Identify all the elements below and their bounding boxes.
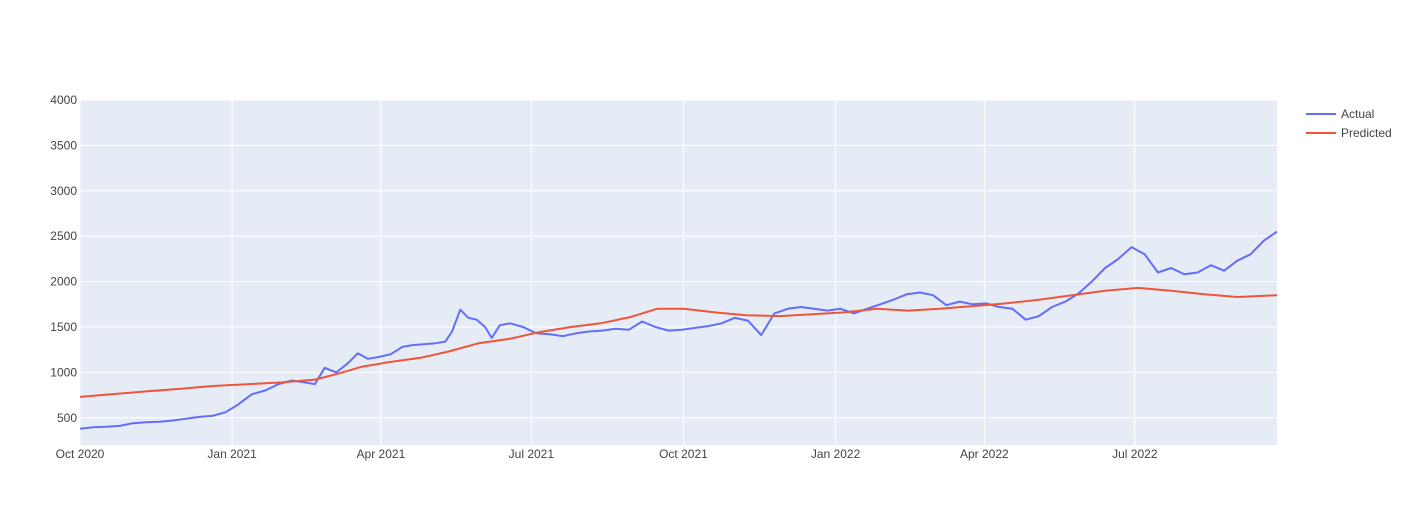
legend-item-predicted[interactable]: Predicted: [1306, 126, 1392, 140]
x-tick-label: Oct 2020: [56, 447, 105, 461]
y-tick-label: 3500: [50, 138, 77, 152]
series-line-actual: [79, 230, 1278, 430]
x-tick-label: Jul 2022: [1112, 447, 1158, 461]
y-axis-ticks: 500 1000 1500 2000 2500 3000 3500 4000: [50, 93, 77, 425]
y-tick-label: 1000: [50, 365, 77, 379]
legend[interactable]: Actual Predicted: [1306, 107, 1392, 140]
series-lines: [79, 230, 1278, 430]
series-line-predicted: [79, 286, 1278, 398]
legend-label: Actual: [1341, 107, 1374, 121]
y-tick-label: 3000: [50, 184, 77, 198]
y-tick-label: 2000: [50, 275, 77, 289]
y-tick-label: 1500: [50, 320, 77, 334]
plot-background: [80, 100, 1277, 445]
x-tick-label: Apr 2021: [357, 447, 406, 461]
y-tick-label: 2500: [50, 229, 77, 243]
grid-lines: [79, 99, 1277, 445]
y-tick-label: 500: [57, 411, 77, 425]
x-axis-ticks: Oct 2020 Jan 2021 Apr 2021 Jul 2021 Oct 2021…: [56, 447, 1158, 461]
x-tick-label: Jan 2022: [811, 447, 861, 461]
x-tick-label: Apr 2022: [960, 447, 1009, 461]
x-tick-label: Oct 2021: [659, 447, 708, 461]
legend-label: Predicted: [1341, 126, 1392, 140]
y-tick-label: 4000: [50, 93, 77, 107]
x-tick-label: Jul 2021: [509, 447, 555, 461]
x-tick-label: Jan 2021: [207, 447, 257, 461]
legend-item-actual[interactable]: Actual: [1306, 107, 1374, 121]
